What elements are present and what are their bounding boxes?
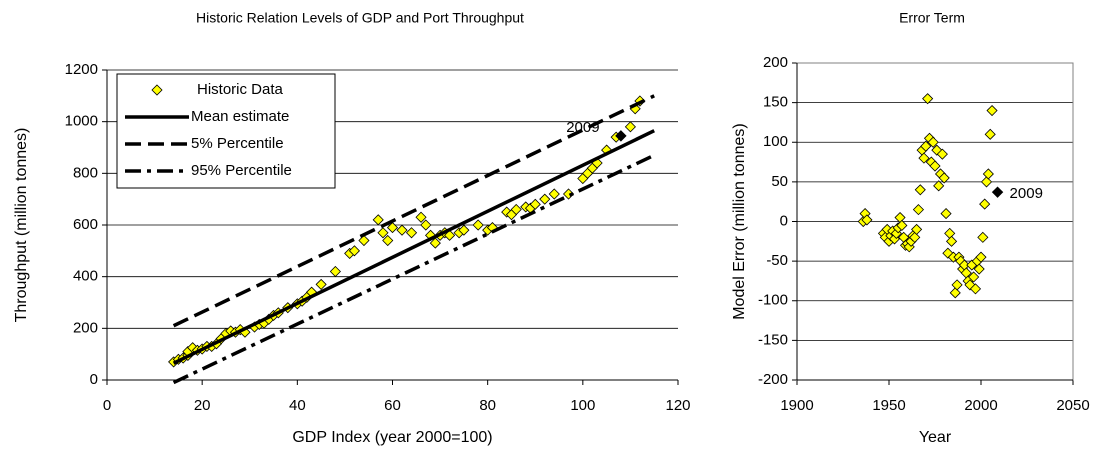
data-point bbox=[975, 251, 987, 263]
data-point bbox=[927, 136, 939, 148]
x-tick-label: 60 bbox=[384, 397, 401, 414]
y-tick-label: 200 bbox=[763, 54, 788, 71]
x-tick-label: 2050 bbox=[1056, 397, 1089, 414]
data-point bbox=[986, 104, 998, 117]
y-tick-label: 0 bbox=[780, 212, 788, 229]
data-point bbox=[912, 204, 925, 216]
data-point bbox=[909, 231, 921, 243]
data-point bbox=[377, 227, 389, 239]
legend-box bbox=[116, 73, 336, 189]
data-point bbox=[914, 184, 926, 196]
data-point bbox=[386, 222, 399, 234]
chart-title: Error Term bbox=[899, 10, 965, 26]
data-point bbox=[929, 160, 941, 172]
data-point bbox=[861, 214, 873, 226]
x-axis-label: GDP Index (year 2000=100) bbox=[292, 429, 492, 446]
highlight-label: 2009 bbox=[566, 119, 599, 136]
data-point bbox=[894, 211, 906, 224]
data-point bbox=[472, 219, 484, 231]
y-tick-label: 800 bbox=[73, 164, 98, 181]
y-axis-label: Throughput (million tonnes) bbox=[13, 128, 30, 323]
x-tick-label: 120 bbox=[665, 397, 690, 414]
data-point bbox=[979, 198, 991, 210]
y-tick-label: -100 bbox=[758, 292, 788, 309]
x-axis-label: Year bbox=[919, 429, 952, 446]
data-point bbox=[969, 283, 982, 295]
x-tick-label: 1950 bbox=[872, 397, 905, 414]
y-tick-label: 150 bbox=[763, 94, 788, 111]
x-tick-label: 0 bbox=[103, 397, 111, 414]
x-tick-label: 1900 bbox=[780, 397, 813, 414]
y-tick-label: 50 bbox=[771, 173, 788, 190]
y-tick-label: -50 bbox=[766, 252, 788, 269]
y-tick-label: 400 bbox=[73, 268, 98, 285]
data-point bbox=[529, 198, 541, 210]
data-point bbox=[396, 224, 408, 236]
y-tick-label: 1000 bbox=[65, 113, 98, 130]
data-point bbox=[980, 176, 993, 188]
data-point bbox=[348, 245, 360, 257]
data-point bbox=[372, 214, 384, 226]
legend-label: Historic Data bbox=[197, 81, 284, 98]
data-point bbox=[911, 223, 923, 235]
data-point bbox=[329, 265, 341, 278]
data-point bbox=[938, 172, 950, 184]
x-tick-label: 80 bbox=[479, 397, 496, 414]
data-point bbox=[977, 231, 989, 243]
y-tick-label: -200 bbox=[758, 371, 788, 388]
data-point bbox=[896, 219, 908, 232]
data-point bbox=[944, 227, 956, 239]
series-line bbox=[172, 94, 655, 328]
x-tick-label: 40 bbox=[289, 397, 306, 414]
data-point bbox=[358, 234, 370, 247]
data-point bbox=[936, 148, 948, 160]
data-point bbox=[940, 208, 952, 220]
data-point bbox=[918, 152, 930, 164]
highlight-point bbox=[991, 186, 1004, 198]
data-point bbox=[949, 287, 961, 299]
series-line bbox=[172, 153, 655, 385]
data-point bbox=[951, 279, 963, 291]
data-point bbox=[429, 237, 441, 249]
data-point bbox=[420, 219, 432, 231]
legend-swatch bbox=[151, 84, 163, 96]
y-tick-label: 1200 bbox=[65, 61, 98, 78]
data-point bbox=[444, 229, 456, 241]
x-tick-label: 20 bbox=[194, 397, 211, 414]
x-tick-label: 100 bbox=[570, 397, 595, 414]
y-tick-label: 600 bbox=[73, 216, 98, 233]
y-tick-label: -150 bbox=[758, 331, 788, 348]
y-tick-label: 100 bbox=[763, 133, 788, 150]
data-point bbox=[415, 211, 427, 223]
legend-label: Mean estimate bbox=[191, 108, 289, 125]
legend: Historic Data Mean estimate 5% Percentile 9… bbox=[116, 73, 336, 189]
data-point bbox=[984, 128, 996, 140]
y-tick-label: 200 bbox=[73, 319, 98, 336]
data-point bbox=[382, 234, 394, 247]
legend-label: 95% Percentile bbox=[191, 162, 292, 179]
data-point bbox=[405, 227, 418, 239]
y-axis-label: Model Error (million tonnes) bbox=[731, 123, 748, 320]
data-point bbox=[922, 93, 934, 105]
data-point bbox=[920, 140, 932, 152]
data-point bbox=[982, 168, 994, 180]
data-point bbox=[973, 263, 985, 275]
x-tick-label: 2000 bbox=[964, 397, 997, 414]
series-line bbox=[172, 129, 655, 365]
chart-title: Historic Relation Levels of GDP and Port… bbox=[196, 10, 524, 26]
data-point bbox=[510, 203, 522, 216]
data-point bbox=[968, 271, 980, 283]
data-point bbox=[945, 235, 958, 247]
y-tick-label: 0 bbox=[90, 371, 98, 388]
highlight-label: 2009 bbox=[1010, 185, 1043, 202]
highlight-point bbox=[615, 130, 627, 142]
data-point bbox=[548, 188, 560, 200]
data-point bbox=[315, 278, 327, 290]
data-point bbox=[933, 180, 945, 192]
data-point bbox=[624, 121, 636, 133]
data-point bbox=[539, 193, 551, 205]
data-point bbox=[458, 224, 470, 236]
legend-label: 5% Percentile bbox=[191, 135, 284, 152]
